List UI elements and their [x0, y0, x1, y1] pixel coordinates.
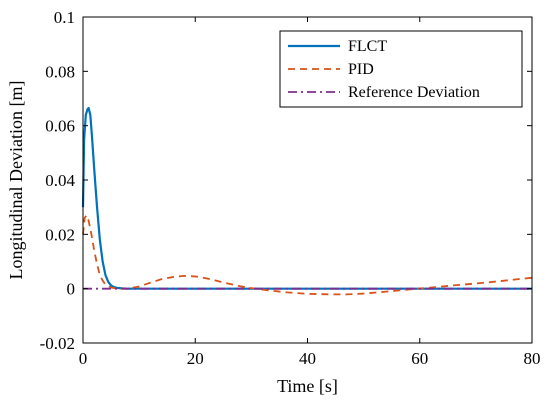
y-tick-label: 0.04 [45, 171, 75, 190]
x-tick-label: 80 [524, 349, 541, 368]
y-tick-label: 0.06 [45, 117, 75, 136]
y-tick-label: 0.02 [45, 225, 75, 244]
legend: FLCT PID Reference Deviation [279, 30, 523, 108]
series-line-flct [81, 106, 532, 290]
x-tick-label: 20 [187, 349, 204, 368]
x-tick-label: 0 [79, 349, 88, 368]
legend-label-flct: FLCT [348, 38, 387, 55]
x-tick-label: 60 [411, 349, 428, 368]
legend-label-reference-deviation: Reference Deviation [348, 84, 480, 101]
legend-label-pid: PID [348, 61, 374, 78]
y-tick-label: -0.02 [40, 334, 75, 353]
legend-box [279, 30, 523, 108]
y-tick-label: 0.1 [54, 8, 75, 27]
series-line-pid [82, 214, 533, 296]
x-tick-label: 40 [299, 349, 316, 368]
x-axis-label: Time [s] [277, 376, 338, 396]
y-tick-label: 0.08 [45, 62, 75, 81]
series-layer [81, 106, 533, 296]
y-tick-label: 0 [67, 280, 76, 299]
y-axis-label: Longitudinal Deviation [m] [6, 81, 26, 280]
